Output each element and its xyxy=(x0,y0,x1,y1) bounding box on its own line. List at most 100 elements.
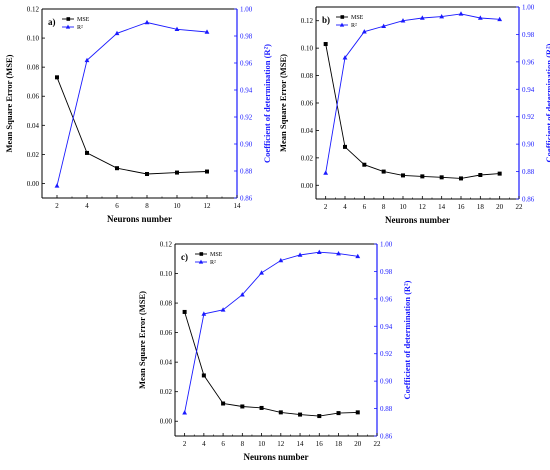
y-tick-label-left: 0.02 xyxy=(301,154,314,162)
x-tick-label: 10 xyxy=(258,440,266,448)
panel-label: a) xyxy=(48,17,56,27)
mse-point xyxy=(85,150,89,155)
y-tick-label-left: 0.06 xyxy=(160,329,173,337)
x-tick-label: 22 xyxy=(374,440,382,448)
y-tick-label-left: 0.12 xyxy=(27,6,40,14)
x-tick-label: 22 xyxy=(516,203,524,211)
legend-label: MSE xyxy=(351,15,364,21)
r2-point xyxy=(355,253,361,259)
y-tick-label-left: 0.08 xyxy=(160,300,173,308)
r2-point xyxy=(458,11,464,16)
legend-label: MSE xyxy=(210,252,223,258)
y-tick-label-left: 0.10 xyxy=(27,35,40,43)
x-axis-label: Neurons number xyxy=(385,215,450,225)
y-tick-label-right: 1.00 xyxy=(380,241,393,249)
legend-marker-square xyxy=(66,17,71,21)
y-tick-label-left: 0.06 xyxy=(27,93,40,101)
x-tick-label: 12 xyxy=(277,440,285,448)
x-axis-label: Neurons number xyxy=(243,452,308,462)
legend-label: MSE xyxy=(77,17,90,23)
x-tick-label: 18 xyxy=(477,203,485,211)
x-tick-label: 2 xyxy=(324,203,328,211)
mse-point xyxy=(459,176,463,181)
r2-point xyxy=(342,55,348,60)
y-tick-label-right: 0.98 xyxy=(240,33,253,41)
x-tick-label: 20 xyxy=(496,203,504,211)
y-tick-label-left: 0.04 xyxy=(301,127,314,135)
mse-point xyxy=(439,175,444,180)
chart-panel-1: 2 4 6 8 10 12 14 0.00 0.02 0.04 0.06 0.08 0.10 0.12 0.… xyxy=(4,6,272,225)
y-tick-label-left: 0.12 xyxy=(301,17,314,25)
r2-point xyxy=(182,410,188,415)
x-tick-label: 2 xyxy=(183,440,187,448)
y-tick-label-right: 0.86 xyxy=(522,196,535,204)
y-tick-label-right: 0.94 xyxy=(522,86,535,94)
series-line-square xyxy=(325,43,500,179)
r2-point xyxy=(497,16,503,22)
y-tick-label-right: 0.96 xyxy=(522,58,535,66)
r2-point xyxy=(297,252,303,257)
mse-point xyxy=(497,171,502,176)
y-tick-label-left: 0.00 xyxy=(160,418,173,426)
x-tick-label: 6 xyxy=(221,440,225,448)
y-tick-label-right: 0.96 xyxy=(240,60,253,68)
y-tick-label-left: 0.06 xyxy=(301,100,314,108)
r2-point xyxy=(54,183,60,188)
r2-point xyxy=(259,270,264,275)
y-tick-label-right: 1.00 xyxy=(240,6,253,14)
r2-point xyxy=(381,23,387,28)
y-axis-label-right: Coefficient of determination (R²) xyxy=(544,43,550,162)
r2-point xyxy=(316,249,322,255)
mse-point xyxy=(478,173,483,177)
r2-point xyxy=(336,251,341,256)
y-tick-label-left: 0.02 xyxy=(27,151,40,159)
x-tick-label: 4 xyxy=(202,440,206,448)
y-axis-label-left: Mean Square Error (MSE) xyxy=(4,54,14,152)
x-tick-label: 10 xyxy=(400,203,408,211)
x-tick-label: 16 xyxy=(458,203,466,211)
mse-point xyxy=(259,405,264,410)
x-tick-label: 6 xyxy=(363,203,367,211)
r2-point xyxy=(439,14,445,19)
x-tick-label: 18 xyxy=(335,440,343,448)
legend-marker-triangle xyxy=(198,259,204,264)
y-tick-label-right: 0.98 xyxy=(522,31,535,39)
x-tick-label: 4 xyxy=(343,203,347,211)
series-line-triangle xyxy=(325,13,500,173)
y-tick-label-left: 0.12 xyxy=(160,241,173,249)
mse-point xyxy=(336,411,341,416)
r2-point xyxy=(201,311,207,316)
y-tick-label-left: 0.00 xyxy=(301,182,314,190)
y-tick-label-right: 0.90 xyxy=(522,141,535,149)
y-tick-label-right: 0.94 xyxy=(380,323,393,331)
chart-panel-3: 2 4 6 8 10 12 14 16 18 20 22 0.00 0.02 0.04 0.06 0.08 0.… xyxy=(137,241,412,463)
x-tick-label: 8 xyxy=(241,440,245,448)
x-tick-label: 8 xyxy=(145,202,149,210)
legend-marker-square xyxy=(340,15,345,19)
y-tick-label-left: 0.00 xyxy=(27,180,40,188)
y-tick-label-right: 0.96 xyxy=(380,295,393,303)
y-tick-label-left: 0.08 xyxy=(27,64,40,72)
r2-point xyxy=(400,18,406,23)
r2-point xyxy=(114,30,120,36)
y-axis-label-right: Coefficient of determination (R²) xyxy=(402,280,412,399)
r2-point xyxy=(144,19,150,25)
series-line-square xyxy=(184,311,358,417)
y-tick-label-right: 0.98 xyxy=(380,268,393,276)
y-tick-label-right: 0.92 xyxy=(240,114,253,122)
r2-point xyxy=(174,26,180,32)
x-tick-label: 4 xyxy=(85,202,89,210)
y-tick-label-left: 0.02 xyxy=(160,388,173,396)
legend-marker-triangle xyxy=(65,24,71,29)
x-tick-label: 14 xyxy=(297,440,305,448)
y-tick-label-right: 0.90 xyxy=(380,378,393,386)
legend-label: R² xyxy=(351,23,357,29)
mse-point xyxy=(221,401,226,406)
legend-label: R² xyxy=(77,25,83,31)
y-axis-label-right: Coefficient of determination (R²) xyxy=(262,44,272,163)
mse-point xyxy=(317,414,322,419)
mse-point xyxy=(240,404,245,409)
y-tick-label-left: 0.04 xyxy=(160,359,173,367)
mse-point xyxy=(355,410,360,415)
